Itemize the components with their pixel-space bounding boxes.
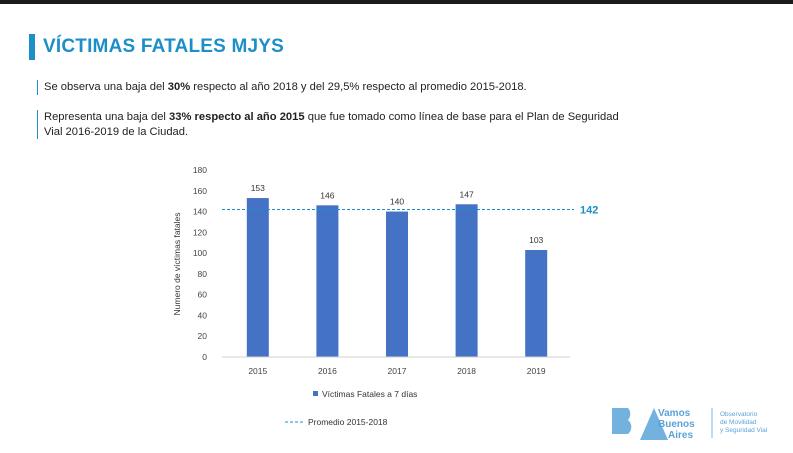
paragraph-run: Representa una baja del: [44, 111, 170, 123]
x-tick-label-2019: 2019: [527, 366, 546, 376]
logo-sub-text-2: de Movilidad: [720, 419, 757, 426]
summary-paragraph-2: Representa una baja del 33% respecto al …: [37, 110, 624, 139]
ba-logo-icon: [612, 408, 668, 440]
logo-main-text-1: Vamos: [658, 408, 691, 419]
data-label-2016: 146: [320, 190, 334, 200]
paragraph-run: respecto al año 2018 y del 29,5% respect…: [190, 81, 527, 93]
data-label-2015: 153: [251, 183, 265, 193]
y-tick-label: 120: [193, 227, 207, 237]
y-tick-label: 100: [193, 248, 207, 258]
y-tick-label: 20: [198, 331, 208, 341]
bar-2017: [386, 211, 408, 357]
logo-sub-text-3: y Seguridad Vial: [720, 427, 768, 434]
x-tick-label-2015: 2015: [248, 366, 267, 376]
logo-main-text-3: Aires: [668, 430, 693, 441]
paragraph-run: 30%: [167, 81, 191, 93]
legend: Víctimas Fatales a 7 días Promedio 2015-…: [285, 389, 417, 427]
bar-2018: [455, 204, 478, 357]
paragraph-run: 33% respecto al año 2015: [169, 111, 305, 123]
bars: [246, 198, 548, 357]
legend-label-average: Promedio 2015-2018: [308, 417, 388, 427]
y-tick-label: 40: [198, 310, 208, 320]
x-tick-label-2017: 2017: [388, 366, 407, 376]
summary-paragraph-1: Se observa una baja del 30% respecto al …: [37, 80, 624, 95]
title-accent-bar: [29, 34, 35, 60]
top-bar: [0, 0, 793, 4]
y-tick-label: 80: [198, 269, 208, 279]
legend-swatch-bar: [313, 391, 318, 396]
y-axis-label: Numero de víctimas fatales: [172, 213, 182, 316]
legend-label-bar: Víctimas Fatales a 7 días: [322, 389, 417, 399]
y-axis-ticks: 0 20 40 60 80 100 120 140 160 180: [193, 165, 207, 362]
data-label-2017: 140: [390, 197, 404, 207]
bar-2015: [246, 198, 269, 357]
y-tick-label: 60: [198, 290, 208, 300]
y-axis-title-group: Numero de víctimas fatales: [172, 213, 182, 316]
page-title: VÍCTIMAS FATALES MJYS: [43, 36, 285, 57]
x-tick-label-2018: 2018: [457, 366, 476, 376]
x-tick-label-2016: 2016: [318, 366, 337, 376]
logo-sub-text-1: Observatorio: [720, 411, 758, 418]
paragraph-run: que fue tomado como línea de base para e…: [44, 111, 619, 138]
logo: Vamos Buenos Aires Observatorio de Movil…: [612, 408, 768, 441]
bar-2016: [316, 205, 339, 357]
average-value-label: 142: [580, 204, 598, 216]
data-labels: 153 146 140 147 103: [251, 183, 544, 245]
paragraph-run: Se observa una baja del: [44, 81, 168, 93]
y-tick-label: 180: [193, 165, 207, 175]
bar-2019: [525, 249, 548, 357]
y-tick-label: 0: [202, 352, 207, 362]
logo-main-text-2: Buenos: [658, 419, 695, 430]
data-label-2019: 103: [529, 235, 543, 245]
data-label-2018: 147: [460, 189, 474, 199]
y-tick-label: 140: [193, 207, 207, 217]
x-axis-ticks: 2015 2016 2017 2018 2019: [248, 366, 546, 376]
y-tick-label: 160: [193, 186, 207, 196]
